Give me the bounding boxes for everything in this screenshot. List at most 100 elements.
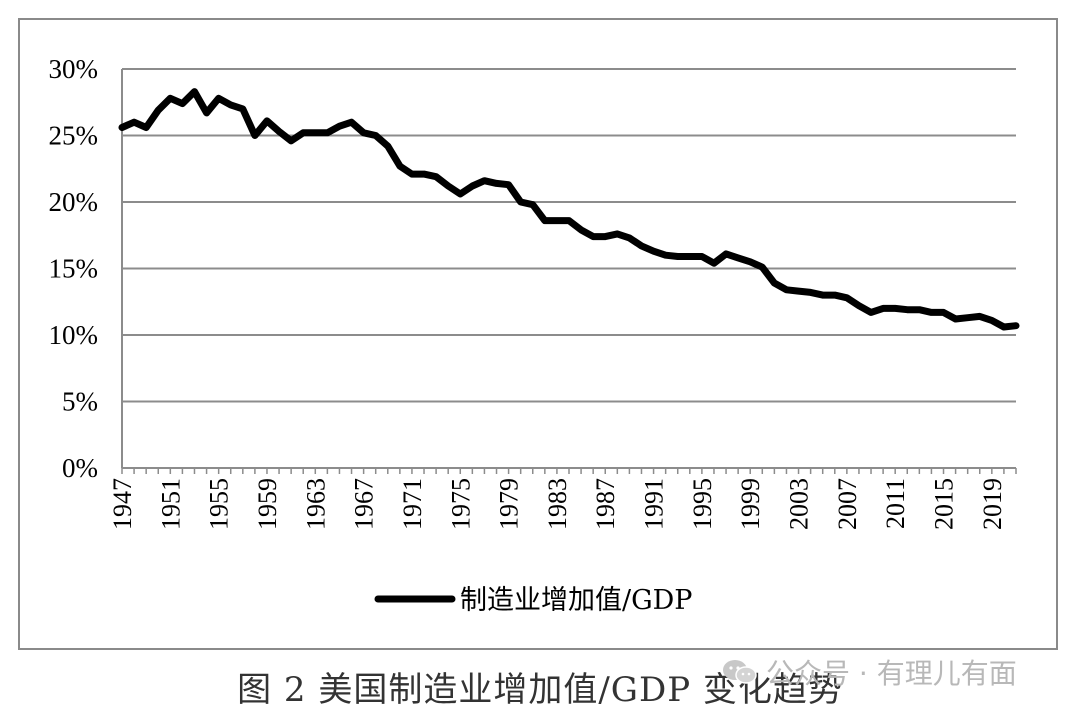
series-layer bbox=[118, 88, 1020, 331]
data-point bbox=[531, 203, 535, 207]
data-point bbox=[857, 304, 861, 308]
data-point bbox=[325, 131, 329, 135]
data-point bbox=[917, 308, 921, 312]
data-point bbox=[615, 232, 619, 236]
y-tick-label: 20% bbox=[49, 187, 99, 217]
data-point bbox=[313, 131, 317, 135]
data-point bbox=[845, 296, 849, 300]
data-point bbox=[241, 107, 245, 111]
x-tick-label: 1963 bbox=[301, 478, 330, 530]
data-point bbox=[374, 134, 378, 137]
data-point bbox=[942, 310, 946, 314]
data-point bbox=[507, 183, 511, 187]
data-point bbox=[350, 120, 354, 124]
data-point bbox=[966, 316, 970, 320]
x-tick-label: 1967 bbox=[350, 478, 379, 530]
y-tick-label: 10% bbox=[49, 320, 99, 350]
data-point bbox=[470, 184, 474, 188]
x-tick-label: 2003 bbox=[785, 478, 814, 530]
data-point bbox=[652, 249, 656, 253]
line-chart: 0% 5% 10% 15% 20% 25% 30% 1947 1951 1955 1959 1963… bbox=[49, 54, 1020, 616]
data-point bbox=[458, 192, 462, 196]
x-tick-label: 2019 bbox=[978, 478, 1007, 530]
data-point bbox=[954, 317, 958, 321]
data-point bbox=[301, 131, 305, 135]
x-tick-label: 1995 bbox=[688, 478, 717, 530]
data-point bbox=[579, 228, 583, 232]
x-tick-label: 1959 bbox=[253, 478, 282, 530]
data-point bbox=[1014, 324, 1018, 328]
data-point bbox=[555, 219, 559, 223]
data-point bbox=[724, 252, 728, 256]
data-point bbox=[277, 130, 281, 134]
data-point bbox=[1002, 325, 1006, 329]
x-tick-label: 1983 bbox=[543, 478, 572, 530]
data-point bbox=[784, 288, 788, 292]
data-point bbox=[217, 96, 221, 100]
data-point bbox=[398, 164, 402, 168]
data-point bbox=[688, 255, 692, 259]
series-line-manufacturing-va-gdp bbox=[118, 88, 1020, 331]
data-point bbox=[881, 306, 885, 310]
x-tick-label: 2015 bbox=[930, 478, 959, 530]
data-point bbox=[362, 131, 366, 135]
data-point bbox=[990, 318, 994, 322]
data-point bbox=[120, 126, 124, 130]
data-point bbox=[700, 255, 704, 259]
x-tick-labels: 1947 1951 1955 1959 1963 1967 1971 1975 1979 1983… bbox=[108, 478, 1007, 530]
data-point bbox=[253, 134, 257, 137]
x-tick-label: 1951 bbox=[156, 478, 185, 530]
data-point bbox=[168, 96, 172, 100]
x-tick-label: 1955 bbox=[205, 478, 234, 530]
legend-label: 制造业增加值/GDP bbox=[460, 585, 692, 616]
data-point bbox=[748, 260, 752, 264]
data-point bbox=[797, 289, 801, 293]
data-point bbox=[869, 310, 873, 314]
data-point bbox=[265, 119, 269, 123]
data-point bbox=[289, 139, 293, 143]
data-point bbox=[905, 308, 909, 312]
data-point bbox=[144, 126, 148, 130]
data-point bbox=[337, 124, 341, 128]
data-point bbox=[192, 90, 196, 94]
x-tick-label: 1975 bbox=[446, 478, 475, 530]
y-tick-labels: 0% 5% 10% 15% 20% 25% 30% bbox=[49, 54, 99, 483]
wechat-icon bbox=[723, 660, 757, 684]
data-point bbox=[627, 236, 631, 240]
data-point bbox=[833, 293, 837, 297]
gridlines bbox=[122, 68, 1016, 403]
data-point bbox=[180, 102, 184, 106]
data-point bbox=[978, 314, 982, 318]
data-point bbox=[760, 265, 764, 269]
data-point bbox=[156, 108, 160, 112]
data-point bbox=[567, 219, 571, 223]
data-point bbox=[434, 175, 438, 179]
data-point bbox=[446, 184, 450, 188]
watermark: 公众号 · 有理儿有面 bbox=[722, 652, 1017, 692]
data-point bbox=[603, 235, 607, 239]
x-tick-label: 2011 bbox=[881, 478, 910, 529]
data-point bbox=[205, 111, 209, 115]
data-point bbox=[495, 181, 499, 185]
data-point bbox=[591, 235, 595, 239]
watermark-text: 公众号 · 有理儿有面 bbox=[766, 657, 1017, 690]
y-tick-label: 0% bbox=[62, 453, 98, 483]
data-point bbox=[712, 261, 716, 265]
data-point bbox=[229, 103, 233, 107]
data-point bbox=[422, 172, 426, 176]
data-point bbox=[132, 120, 136, 124]
data-point bbox=[676, 255, 680, 259]
data-point bbox=[736, 256, 740, 260]
data-point bbox=[482, 179, 486, 183]
x-tick-label: 2007 bbox=[833, 478, 862, 530]
y-tick-label: 15% bbox=[49, 254, 99, 284]
data-point bbox=[664, 253, 668, 257]
x-tick-label: 1947 bbox=[108, 478, 137, 530]
data-point bbox=[772, 281, 776, 285]
data-point bbox=[929, 310, 933, 314]
x-tick-label: 1971 bbox=[398, 478, 427, 530]
data-point bbox=[809, 290, 813, 294]
axes bbox=[121, 69, 1017, 474]
x-tick-label: 1991 bbox=[640, 478, 669, 530]
data-point bbox=[519, 200, 523, 204]
